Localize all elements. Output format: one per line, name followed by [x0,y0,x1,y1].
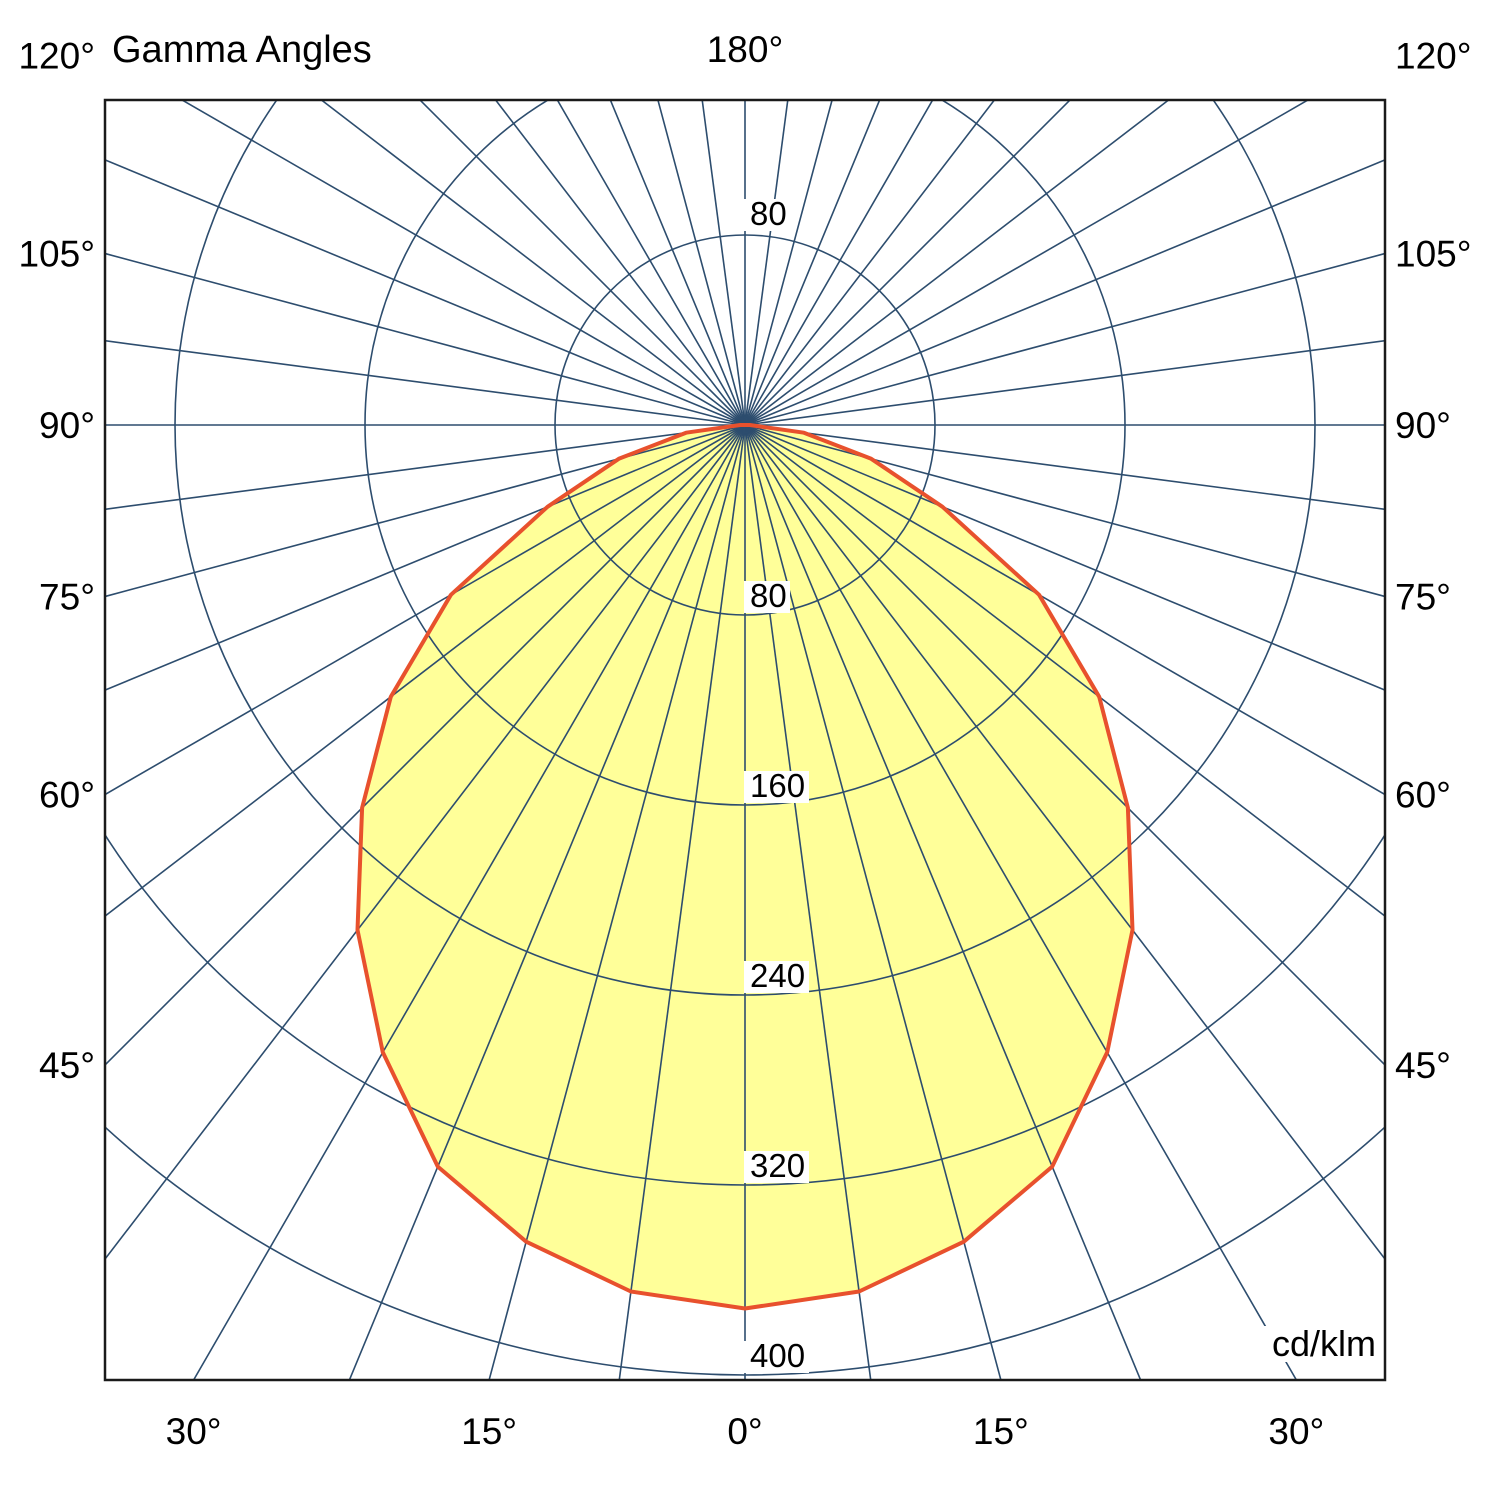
ring-label-background [744,1341,809,1373]
gamma-ray [744,424,1385,598]
ring-label-background [744,1151,809,1183]
ring-label-80: 80 [750,577,787,614]
gamma-ray [744,424,1385,691]
angle-label-right-45: 45° [1395,1045,1451,1086]
plot-frame [103,98,1387,1382]
gamma-ray [744,424,1385,1067]
gamma-ray [609,100,746,426]
ring-label-background [744,771,809,803]
chart-title: Gamma Angles [112,29,372,71]
gamma-ray [744,424,1385,1261]
gamma-ray [744,424,1298,1380]
gamma-ray [744,159,1385,426]
angle-label-left-45: 45° [39,1045,95,1086]
gamma-ray [348,424,746,1380]
ring-label-400: 400 [750,1337,805,1374]
angle-label-bottom-30: 30° [166,1411,222,1452]
ring-label-320: 320 [750,1147,805,1184]
gamma-ray [192,424,746,1380]
gamma-ray [105,424,746,691]
intensity-lobe-outline [355,423,1135,1311]
unit-label: cd/klm [1272,1323,1376,1364]
gamma-ray [744,100,1170,426]
ring-label-160: 160 [750,767,805,804]
gamma-ray [701,100,746,426]
angle-label-right-90: 90° [1395,405,1451,446]
ring-label-80: 80 [750,195,787,232]
gamma-ray [744,424,1385,511]
angle-label-right-120: 120° [1395,36,1472,77]
gamma-ray [618,424,746,1380]
angle-label-top-180: 180° [707,29,784,70]
gamma-ray [744,100,1072,426]
unit-label-background [1256,1326,1380,1362]
angle-label-bottom-15: 15° [461,1411,517,1452]
gamma-ray [320,100,746,426]
angle-label-right-75: 75° [1395,577,1451,618]
ring-label-background [744,961,809,993]
gamma-ray [105,424,746,1261]
angle-label-bottom-15: 15° [973,1411,1029,1452]
gamma-ray [744,424,1385,918]
chart-labels-layer: 80 160 240 320 400 80 45° 45° 60° 60° 75° 75° 90° 90°… [18,36,1471,1453]
gamma-ray [744,100,996,426]
gamma-ray [744,424,1385,796]
gamma-ray [105,252,746,426]
gamma-ray [488,424,746,1380]
gamma-ray [105,424,746,598]
gamma-ray [556,100,746,426]
angle-label-bottom-30: 30° [1268,1411,1324,1452]
angle-label-bottom-0: 0° [727,1411,762,1452]
angle-label-left-120: 120° [18,36,95,77]
gamma-ray [418,100,746,426]
ring-label-240: 240 [750,957,805,994]
angle-label-left-90: 90° [39,405,95,446]
gamma-ray [744,424,1002,1380]
angle-label-left-60: 60° [39,775,95,816]
gamma-ray [494,100,746,426]
ring-label-background [744,581,790,613]
gamma-ray [657,100,746,426]
lobe-outline-layer [355,423,1135,1311]
gamma-ray [180,100,746,426]
angle-label-right-105: 105° [1395,234,1472,275]
gamma-ray [744,339,1385,426]
gamma-ray [744,100,1310,426]
gamma-ray [744,100,789,426]
gamma-ray [744,100,934,426]
gamma-ray [105,424,746,511]
gamma-ray [105,339,746,426]
gamma-ray [744,424,1142,1380]
gamma-ray [744,424,872,1380]
angle-label-left-105: 105° [18,234,95,275]
gamma-ray [105,424,746,918]
gamma-ray [105,159,746,426]
gamma-ray [744,100,881,426]
gamma-ray [744,100,833,426]
angle-label-left-75: 75° [39,577,95,618]
ring-label-background [744,199,790,231]
angle-label-right-60: 60° [1395,775,1451,816]
gamma-ray [105,424,746,1067]
gamma-ray [105,424,746,796]
gamma-ray [744,252,1385,426]
